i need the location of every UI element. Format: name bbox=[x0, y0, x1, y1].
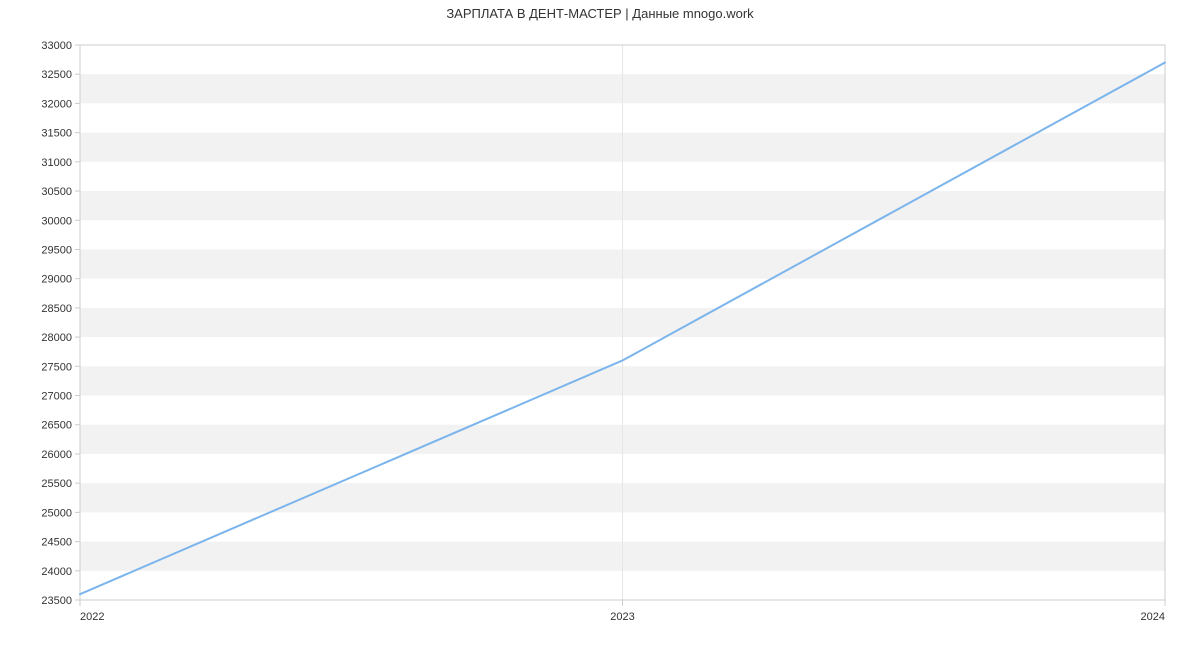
svg-text:31500: 31500 bbox=[41, 128, 72, 140]
svg-text:27500: 27500 bbox=[41, 361, 72, 373]
svg-text:31000: 31000 bbox=[41, 157, 72, 169]
svg-text:30000: 30000 bbox=[41, 215, 72, 227]
svg-text:25000: 25000 bbox=[41, 507, 72, 519]
svg-text:25500: 25500 bbox=[41, 478, 72, 490]
svg-text:23500: 23500 bbox=[41, 595, 72, 607]
svg-text:26000: 26000 bbox=[41, 449, 72, 461]
svg-text:32000: 32000 bbox=[41, 98, 72, 110]
svg-text:2023: 2023 bbox=[610, 611, 634, 623]
svg-text:29500: 29500 bbox=[41, 244, 72, 256]
chart-svg: 23500 24000 24500 25000 25500 26000 26500 27000… bbox=[0, 0, 1200, 650]
svg-text:24000: 24000 bbox=[41, 566, 72, 578]
svg-text:33000: 33000 bbox=[41, 40, 72, 52]
svg-text:30500: 30500 bbox=[41, 186, 72, 198]
svg-text:28000: 28000 bbox=[41, 332, 72, 344]
svg-text:24500: 24500 bbox=[41, 537, 72, 549]
svg-text:28500: 28500 bbox=[41, 303, 72, 315]
salary-line-chart: ЗАРПЛАТА В ДЕНТ-МАСТЕР | Данные mnogo.wo… bbox=[0, 0, 1200, 650]
svg-text:26500: 26500 bbox=[41, 420, 72, 432]
svg-text:2024: 2024 bbox=[1141, 611, 1165, 623]
svg-text:2022: 2022 bbox=[80, 611, 104, 623]
svg-text:29000: 29000 bbox=[41, 274, 72, 286]
svg-text:27000: 27000 bbox=[41, 391, 72, 403]
svg-text:32500: 32500 bbox=[41, 69, 72, 81]
